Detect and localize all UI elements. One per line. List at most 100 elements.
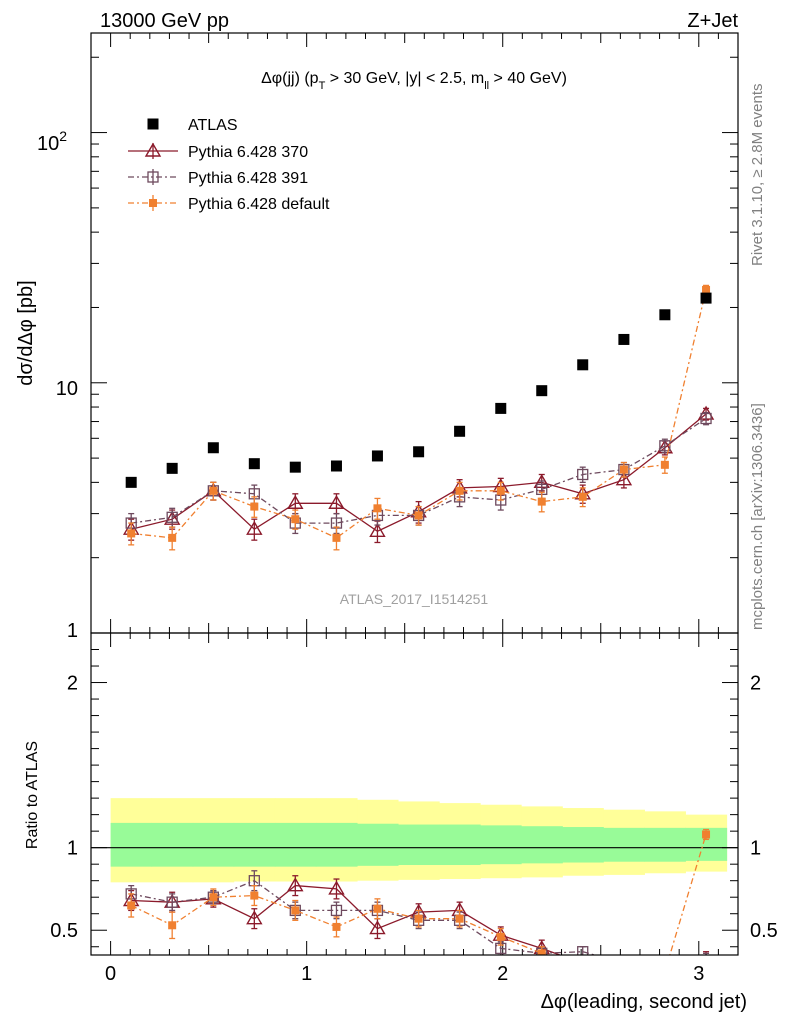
main-title: Δφ(jj) (pT > 30 GeV, |y| < 2.5, mll > 40… <box>261 70 567 92</box>
y-tick-label-10: 10 <box>56 378 78 400</box>
x-axis-label: Δφ(leading, second jet) <box>541 991 747 1013</box>
ratio-band-inner <box>110 822 153 867</box>
y-tick-label-1: 1 <box>67 620 78 642</box>
atlas-point <box>330 460 342 472</box>
mcplots-label: mcplots.cern.ch [arXiv:1306.3436] <box>749 403 766 630</box>
main-panel: 10 1 102 dσ/dΔφ [pb] Δφ(jj) (pT > 30 GeV… <box>15 32 739 642</box>
ratio-band-inner <box>274 822 317 867</box>
watermark: ATLAS_2017_I1514251 <box>340 591 489 607</box>
ratio-y-tick-label-right: 1 <box>750 838 761 860</box>
ratio-band-layer <box>91 798 738 883</box>
main-point <box>578 492 587 501</box>
main-point <box>127 529 136 538</box>
x-tick-label: 2 <box>497 963 508 985</box>
main-point <box>369 522 386 537</box>
x-tick-label: 3 <box>693 963 704 985</box>
legend-label: Pythia 6.428 391 <box>188 170 308 187</box>
ratio-panel: 0.5 0.5 1 1 2 2 0 1 2 3 Ratio to ATLAS Δφ(leading… <box>24 632 778 1013</box>
main-data-layer <box>122 284 715 551</box>
ratio-band-inner <box>233 822 276 867</box>
ratio-y-tick-label: 1 <box>67 838 78 860</box>
atlas-point <box>371 450 383 462</box>
legend-marker <box>149 199 157 207</box>
main-point <box>168 533 177 542</box>
ratio-y-tick-label-right: 2 <box>750 673 761 695</box>
main-point <box>414 511 423 520</box>
ratio-band-inner <box>192 822 235 867</box>
main-point <box>291 515 300 524</box>
main-point <box>328 494 345 509</box>
atlas-point <box>413 446 425 458</box>
ratio-point <box>328 880 345 895</box>
ratio-point <box>369 920 386 935</box>
ratio-point <box>414 914 423 923</box>
ratio-point <box>455 914 464 923</box>
ratio-point <box>246 910 263 925</box>
main-ticks <box>91 33 738 634</box>
atlas-point <box>166 462 178 474</box>
atlas-point <box>495 402 507 414</box>
ratio-band-inner <box>151 822 194 867</box>
atlas-point <box>248 458 260 470</box>
main-y-axis-label: dσ/dΔφ [pb] <box>15 280 37 385</box>
ratio-band-inner <box>521 826 563 864</box>
legend-label: Pythia 6.428 default <box>188 196 330 213</box>
ratio-y-axis-label: Ratio to ATLAS <box>24 741 41 849</box>
ratio-band-inner <box>603 827 645 862</box>
rivet-label: Rivet 3.1.10, ≥ 2.8M events <box>749 84 766 267</box>
header-left: 13000 GeV pp <box>100 10 229 32</box>
ratio-point <box>577 946 589 955</box>
main-point <box>615 471 633 486</box>
ratio-band-inner <box>439 824 481 866</box>
ratio-y-tick-label-right: 0.5 <box>750 920 778 942</box>
atlas-point <box>618 333 630 345</box>
main-point <box>496 486 505 495</box>
main-point <box>166 511 178 523</box>
ratio-frame <box>90 632 739 956</box>
ratio-band-inner <box>398 824 440 866</box>
main-point <box>373 504 382 513</box>
ratio-point <box>287 877 304 892</box>
legend-label: Pythia 6.428 370 <box>188 144 308 161</box>
legend-marker <box>147 118 159 130</box>
ratio-point <box>250 891 259 900</box>
ratio-point <box>291 906 300 915</box>
ratio-band-inner <box>562 827 604 863</box>
main-point <box>250 502 259 511</box>
y-tick-label-100: 102 <box>37 128 67 155</box>
atlas-point <box>659 309 671 321</box>
main-point <box>246 520 263 535</box>
legend-marker <box>144 142 162 157</box>
atlas-point <box>125 476 137 488</box>
ratio-y-tick-label: 0.5 <box>50 920 78 942</box>
ratio-band-inner <box>357 823 399 866</box>
ratio-point <box>127 901 136 910</box>
main-point <box>577 468 589 481</box>
ratio-point <box>496 932 505 941</box>
ratio-point <box>537 949 546 955</box>
ratio-band-inner <box>480 825 522 865</box>
header-right: Z+Jet <box>687 10 738 32</box>
x-tick-label: 1 <box>301 963 312 985</box>
ratio-point <box>373 904 382 913</box>
legend-label: ATLAS <box>188 117 238 134</box>
ratio-point <box>168 921 177 930</box>
main-point <box>660 460 669 469</box>
ratio-point <box>209 893 218 902</box>
x-tick-label: 0 <box>105 963 116 985</box>
ratio-band-inner <box>644 827 686 862</box>
legend-marker <box>147 171 159 183</box>
main-point <box>702 285 711 294</box>
ratio-point <box>166 896 178 908</box>
main-line-3 <box>131 289 707 539</box>
atlas-point <box>700 292 712 304</box>
ratio-y-tick-label: 2 <box>67 673 78 695</box>
atlas-point <box>536 385 548 397</box>
ratio-point <box>702 830 711 839</box>
ratio-data-layer <box>122 828 711 955</box>
atlas-point <box>454 425 466 437</box>
atlas-point <box>289 461 301 473</box>
main-point <box>455 486 464 495</box>
ratio-band-inner <box>315 822 358 867</box>
